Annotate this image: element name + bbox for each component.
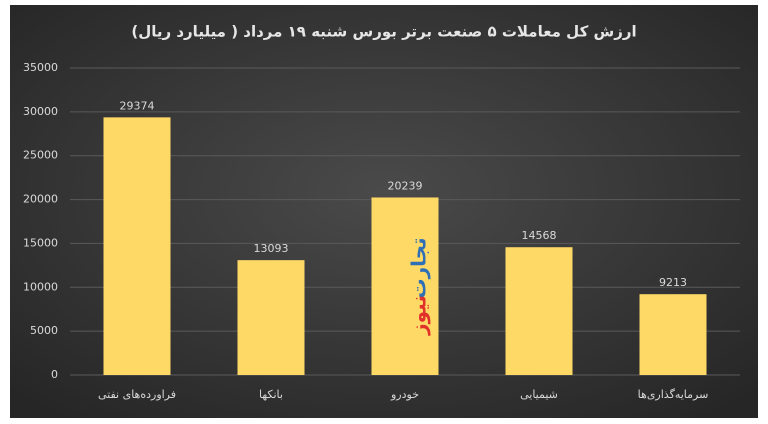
y-tick-label: 35000	[23, 61, 58, 74]
x-tick-label: سرمایه‌گذاری‌ها	[638, 388, 709, 401]
x-tick-label: خودرو	[390, 388, 419, 401]
bar	[505, 247, 573, 375]
x-tick-label: شیمیایی	[520, 388, 558, 401]
watermark-text: تجارت	[407, 237, 431, 298]
value-label: 20239	[388, 179, 423, 192]
bar	[639, 294, 707, 375]
chart-title: ارزش کل معاملات ۵ صنعت برتر بورس شنبه ۱۹…	[131, 23, 636, 41]
value-label: 9213	[659, 276, 687, 289]
y-tick-label: 20000	[23, 193, 58, 206]
x-tick-label: فراورده‌های نفتی	[98, 388, 176, 401]
value-label: 29374	[120, 99, 155, 112]
watermark-text: نیوز	[407, 295, 431, 336]
value-label: 14568	[522, 229, 557, 242]
value-label: 13093	[254, 242, 289, 255]
y-tick-label: 15000	[23, 236, 58, 249]
bar	[103, 117, 171, 376]
y-tick-label: 5000	[30, 324, 58, 337]
x-tick-label: بانکها	[259, 388, 283, 401]
bar	[371, 197, 439, 375]
bar	[237, 260, 305, 375]
y-tick-label: 25000	[23, 149, 58, 162]
y-tick-label: 0	[51, 368, 58, 381]
y-tick-label: 30000	[23, 105, 58, 118]
y-tick-label: 10000	[23, 280, 58, 293]
